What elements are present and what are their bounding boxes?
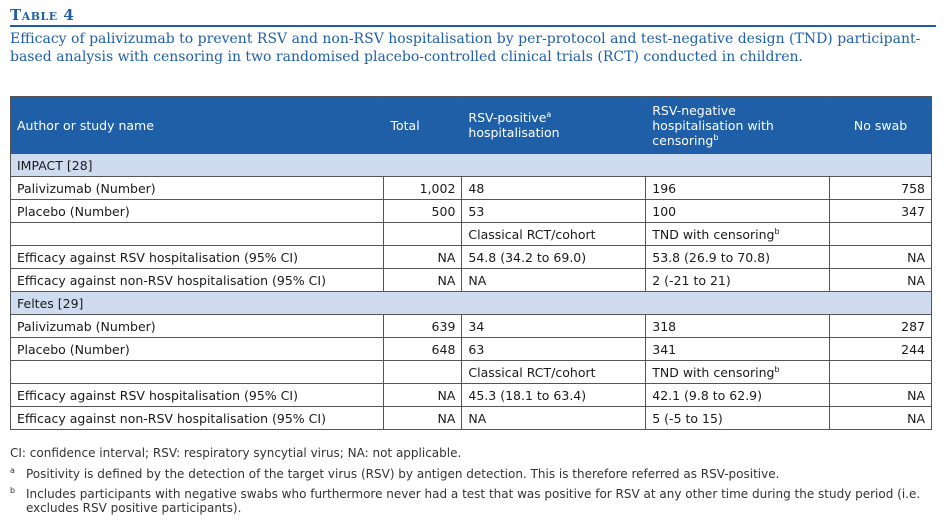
abbreviation-note: CI: confidence interval; RSV: respirator… xyxy=(10,446,462,460)
cell-no-swab: 758 xyxy=(829,176,932,200)
group-row: Feltes [29] xyxy=(10,291,932,315)
footnote-b-text: Includes participants with negative swab… xyxy=(26,487,921,515)
cell-rsv-positive: 53 xyxy=(461,199,647,223)
row-label: Efficacy against non-RSV hospitalisation… xyxy=(9,406,385,430)
table-row: Efficacy against non-RSV hospitalisation… xyxy=(9,268,932,292)
group-name: Feltes [29] xyxy=(10,291,932,315)
footnote-a-mark: a xyxy=(10,466,15,475)
row-label: Efficacy against RSV hospitalisation (95… xyxy=(9,245,385,269)
cell-no-swab: NA xyxy=(829,383,932,407)
table-row: Efficacy against RSV hospitalisation (95… xyxy=(9,383,932,407)
cell-rsv-negative: 100 xyxy=(645,199,831,223)
header-row: Author or study name Total RSV-positivea… xyxy=(9,96,932,154)
method-row: Classical RCT/cohort TND with censoringb xyxy=(9,360,932,384)
cell-no-swab: NA xyxy=(829,406,932,430)
footnote-b-mark: b xyxy=(10,486,16,495)
method-empty xyxy=(9,222,385,246)
cell-rsv-negative: 42.1 (9.8 to 62.9) xyxy=(645,383,831,407)
method-row: Classical RCT/cohort TND with censoringb xyxy=(9,222,932,246)
cell-no-swab: NA xyxy=(829,245,932,269)
header-total: Total xyxy=(383,96,463,154)
table-caption: Efficacy of palivizumab to prevent RSV a… xyxy=(10,31,921,65)
method-empty xyxy=(9,360,385,384)
cell-total: NA xyxy=(383,383,463,407)
header-no-swab: No swab xyxy=(829,96,932,154)
cell-rsv-negative: 341 xyxy=(645,337,831,361)
header-rsv-negative: RSV-negative hospitalisation with censor… xyxy=(645,96,831,154)
cell-rsv-negative: 53.8 (26.9 to 70.8) xyxy=(645,245,831,269)
row-label: Efficacy against non-RSV hospitalisation… xyxy=(9,268,385,292)
cell-total: 648 xyxy=(383,337,463,361)
table-row: Efficacy against RSV hospitalisation (95… xyxy=(9,245,932,269)
table-row: Placebo (Number) 500 53 100 347 xyxy=(9,199,932,223)
row-label: Placebo (Number) xyxy=(9,337,385,361)
cell-rsv-positive: 48 xyxy=(461,176,647,200)
method-empty xyxy=(383,222,463,246)
table-row: Placebo (Number) 648 63 341 244 xyxy=(9,337,932,361)
method-positive: Classical RCT/cohort xyxy=(461,222,647,246)
cell-rsv-positive: NA xyxy=(461,406,647,430)
efficacy-table: Author or study name Total RSV-positivea… xyxy=(9,96,932,430)
header-author: Author or study name xyxy=(9,96,385,154)
cell-rsv-positive: NA xyxy=(461,268,647,292)
cell-rsv-positive: 63 xyxy=(461,337,647,361)
table-row: Palivizumab (Number) 1,002 48 196 758 xyxy=(9,176,932,200)
table-row: Palivizumab (Number) 639 34 318 287 xyxy=(9,314,932,338)
cell-total: 500 xyxy=(383,199,463,223)
header-rsv-positive: RSV-positivea hospitalisation xyxy=(461,96,647,154)
footnote-b: b Includes participants with negative sw… xyxy=(10,486,940,515)
row-label: Efficacy against RSV hospitalisation (95… xyxy=(9,383,385,407)
group-name: IMPACT [28] xyxy=(10,153,932,177)
method-empty xyxy=(829,360,932,384)
cell-rsv-negative: 5 (-5 to 15) xyxy=(645,406,831,430)
cell-total: 1,002 xyxy=(383,176,463,200)
table-notes: CI: confidence interval; RSV: respirator… xyxy=(10,446,940,521)
cell-no-swab: NA xyxy=(829,268,932,292)
cell-rsv-negative: 196 xyxy=(645,176,831,200)
group-row: IMPACT [28] xyxy=(10,153,932,177)
cell-total: NA xyxy=(383,406,463,430)
row-label: Placebo (Number) xyxy=(9,199,385,223)
cell-no-swab: 287 xyxy=(829,314,932,338)
footnote-a: a Positivity is defined by the detection… xyxy=(10,466,940,481)
method-empty xyxy=(383,360,463,384)
row-label: Palivizumab (Number) xyxy=(9,314,385,338)
footnote-a-text: Positivity is defined by the detection o… xyxy=(26,467,780,481)
cell-total: 639 xyxy=(383,314,463,338)
method-negative: TND with censoringb xyxy=(645,360,831,384)
title-rule xyxy=(10,25,936,27)
cell-rsv-positive: 45.3 (18.1 to 63.4) xyxy=(461,383,647,407)
cell-total: NA xyxy=(383,268,463,292)
method-positive: Classical RCT/cohort xyxy=(461,360,647,384)
cell-no-swab: 244 xyxy=(829,337,932,361)
cell-rsv-negative: 318 xyxy=(645,314,831,338)
row-label: Palivizumab (Number) xyxy=(9,176,385,200)
cell-no-swab: 347 xyxy=(829,199,932,223)
method-empty xyxy=(829,222,932,246)
cell-rsv-negative: 2 (-21 to 21) xyxy=(645,268,831,292)
method-negative: TND with censoringb xyxy=(645,222,831,246)
cell-rsv-positive: 54.8 (34.2 to 69.0) xyxy=(461,245,647,269)
cell-total: NA xyxy=(383,245,463,269)
cell-rsv-positive: 34 xyxy=(461,314,647,338)
table-label: Table 4 xyxy=(10,6,75,24)
table-row: Efficacy against non-RSV hospitalisation… xyxy=(9,406,932,430)
